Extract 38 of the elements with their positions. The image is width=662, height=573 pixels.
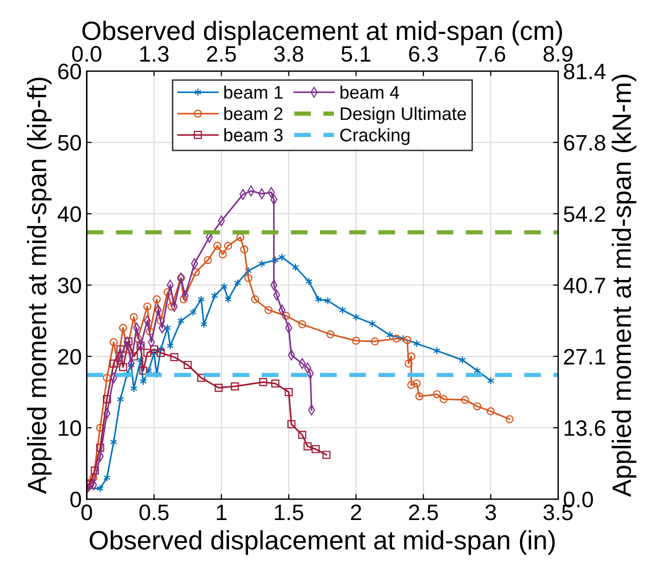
y2-tick-label: 67.8 xyxy=(564,134,606,151)
x2-tick-label: 7.6 xyxy=(476,46,506,62)
x-tick-label: 2 xyxy=(351,504,362,520)
x2-tick-label: 1.3 xyxy=(140,46,169,62)
x-tick-label: 0.5 xyxy=(139,504,169,520)
legend-label: beam 1 xyxy=(224,85,282,99)
y-tick-label: 10 xyxy=(58,420,81,436)
y-tick-label: 30 xyxy=(58,278,81,294)
legend-label: beam 2 xyxy=(224,106,282,120)
x-axis-title: Observed displacement at mid-span (in) xyxy=(90,530,555,555)
x2-tick-label: 6.3 xyxy=(409,46,438,62)
legend-label: Design Ultimate xyxy=(340,106,466,124)
y-tick-label: 50 xyxy=(58,134,81,151)
x2-tick-label: 0.0 xyxy=(72,46,102,62)
legend-label: beam 4 xyxy=(340,85,400,99)
y-tick-label: 0 xyxy=(70,492,81,508)
x-tick-label: 0 xyxy=(81,504,92,520)
x-tick-label: 3 xyxy=(485,504,496,520)
x2-tick-label: 5.1 xyxy=(342,46,370,62)
y2-tick-label: 81.4 xyxy=(564,64,606,80)
x2-axis-title: Observed displacement at mid-span (cm) xyxy=(82,20,562,46)
x2-tick-label: 2.5 xyxy=(207,46,236,62)
x-tick-label: 1 xyxy=(216,504,226,520)
x2-tick-label: 8.9 xyxy=(544,46,572,62)
y2-tick-label: 13.6 xyxy=(564,420,606,436)
legend-label: beam 3 xyxy=(224,128,283,142)
legend-label: Cracking xyxy=(340,128,410,146)
y2-tick-label: 27.1 xyxy=(564,348,606,364)
y2-axis-title: Applied moment at mid-span (kN-m) xyxy=(612,74,636,497)
y2-tick-label: 40.7 xyxy=(563,278,606,294)
y-axis-title: Applied moment at mid-span (kip-ft) xyxy=(26,78,52,494)
x2-tick-label: 3.8 xyxy=(274,46,304,62)
y-tick-label: 60 xyxy=(58,64,81,80)
x-tick-label: 1.5 xyxy=(274,504,304,520)
x-tick-label: 2.5 xyxy=(409,504,438,520)
y-tick-label: 40 xyxy=(58,206,81,222)
y2-tick-label: 54.2 xyxy=(564,206,606,222)
y-tick-label: 20 xyxy=(58,348,81,365)
